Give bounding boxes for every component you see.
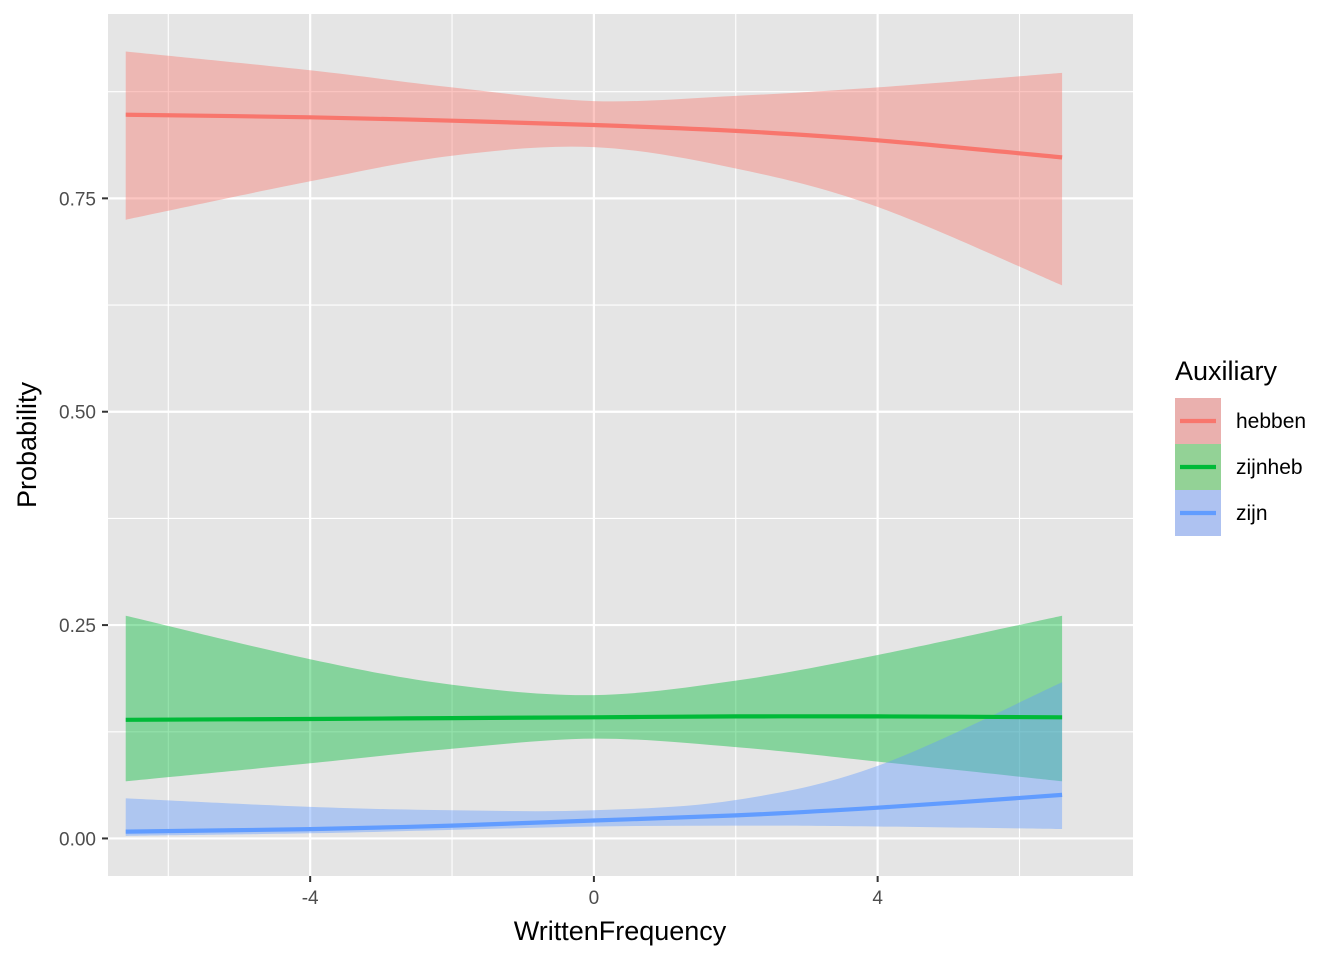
y-tick-label: 0.25 bbox=[59, 616, 96, 637]
band-hebben bbox=[125, 51, 1063, 286]
legend-label-zijnheb: zijnheb bbox=[1236, 456, 1303, 479]
major-gridlines bbox=[108, 14, 1133, 876]
x-tick-label: 4 bbox=[872, 888, 883, 909]
axes: -4 0 4 0.00 0.25 0.50 0.75 bbox=[59, 189, 883, 909]
y-tick-label: 0.50 bbox=[59, 403, 96, 424]
y-axis-title: Probability bbox=[12, 381, 42, 508]
x-tick-label: 0 bbox=[589, 888, 600, 909]
band-zijn bbox=[125, 682, 1063, 836]
legend-label-zijn: zijn bbox=[1236, 502, 1268, 525]
series-lines bbox=[125, 112, 1063, 834]
x-tick-label: -4 bbox=[302, 888, 319, 909]
y-tick-label: 0.00 bbox=[59, 829, 96, 850]
line-zijnheb bbox=[125, 714, 1063, 722]
legend-title: Auxiliary bbox=[1175, 356, 1278, 386]
line-hebben bbox=[125, 112, 1063, 160]
line-zijn bbox=[125, 792, 1063, 834]
legend: Auxiliary hebben zijnheb zijn bbox=[1175, 356, 1306, 536]
y-tick-label: 0.75 bbox=[59, 189, 96, 210]
x-axis-title: WrittenFrequency bbox=[514, 916, 727, 946]
legend-label-hebben: hebben bbox=[1236, 410, 1306, 433]
minor-gridlines bbox=[108, 14, 1133, 876]
confidence-bands bbox=[125, 51, 1063, 836]
panel-background bbox=[108, 14, 1133, 876]
band-zijnheb bbox=[125, 615, 1063, 782]
